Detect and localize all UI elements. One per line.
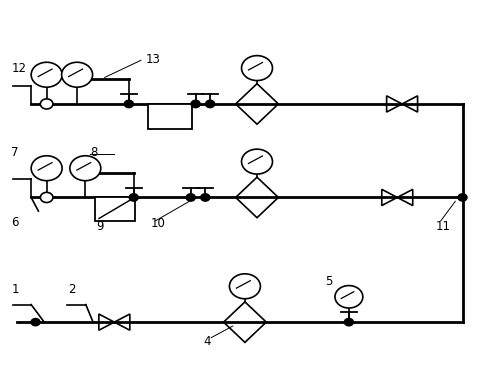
Text: 12: 12 bbox=[11, 63, 26, 75]
Text: 5: 5 bbox=[324, 275, 332, 288]
Text: 11: 11 bbox=[435, 220, 450, 233]
Text: 4: 4 bbox=[203, 335, 211, 348]
Circle shape bbox=[129, 194, 138, 201]
Circle shape bbox=[191, 100, 199, 108]
Circle shape bbox=[241, 149, 272, 174]
Circle shape bbox=[124, 100, 133, 108]
Text: 1: 1 bbox=[11, 283, 19, 296]
Circle shape bbox=[344, 319, 352, 326]
Circle shape bbox=[334, 285, 362, 308]
Bar bbox=[95, 197, 135, 221]
Text: 13: 13 bbox=[146, 53, 160, 66]
Bar bbox=[148, 104, 191, 129]
Text: 6: 6 bbox=[11, 216, 19, 229]
Text: 7: 7 bbox=[11, 146, 19, 159]
Circle shape bbox=[70, 156, 101, 181]
Circle shape bbox=[40, 192, 53, 203]
Circle shape bbox=[457, 194, 466, 201]
Text: 9: 9 bbox=[96, 220, 104, 233]
Circle shape bbox=[205, 100, 214, 108]
Circle shape bbox=[229, 274, 260, 299]
Circle shape bbox=[31, 62, 62, 87]
Circle shape bbox=[200, 194, 209, 201]
Text: 8: 8 bbox=[90, 146, 97, 159]
Circle shape bbox=[40, 99, 53, 109]
Circle shape bbox=[241, 56, 272, 81]
Circle shape bbox=[31, 156, 62, 181]
Circle shape bbox=[61, 62, 92, 87]
Text: 2: 2 bbox=[68, 283, 76, 296]
Text: 10: 10 bbox=[151, 217, 165, 230]
Circle shape bbox=[186, 194, 195, 201]
Circle shape bbox=[31, 319, 40, 326]
